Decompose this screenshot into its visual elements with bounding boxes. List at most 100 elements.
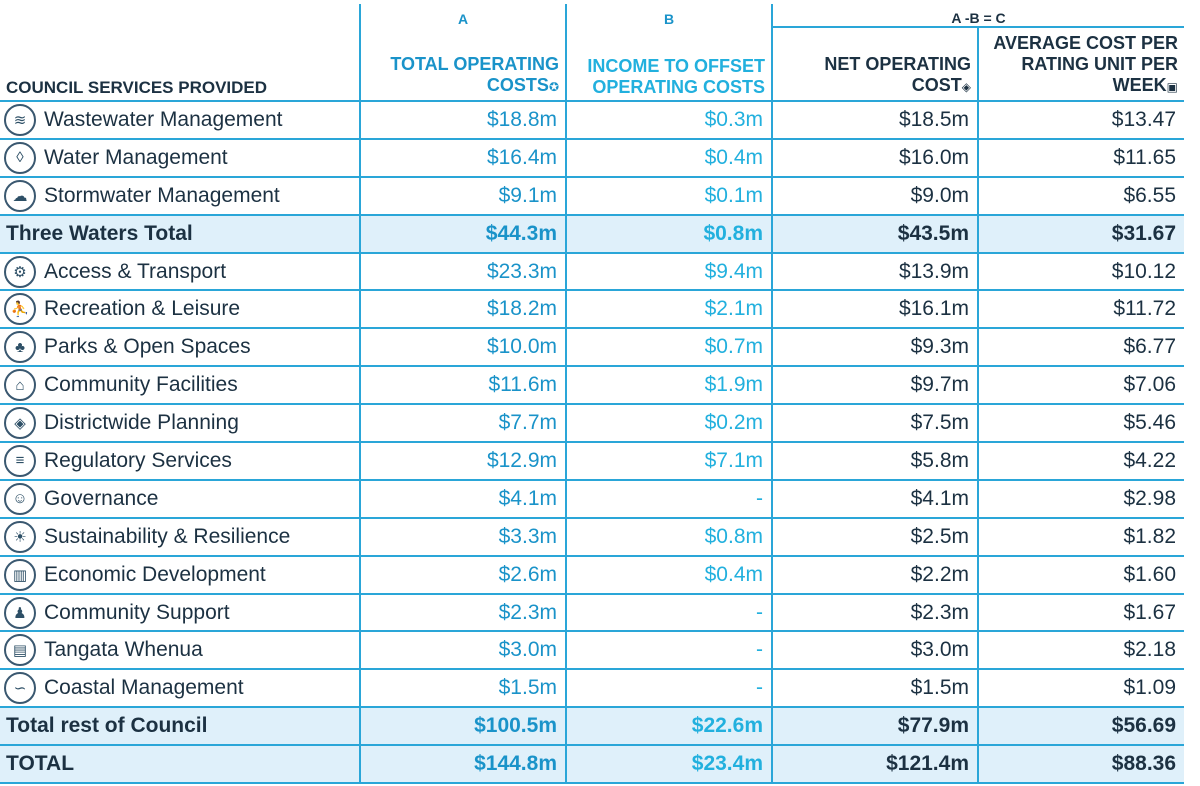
service-label: Economic Development xyxy=(44,562,266,586)
table-row: ◈ Districtwide Planning $7.7m $0.2m $7.5m $5.… xyxy=(0,403,1185,443)
average-cost-cell: $1.82 xyxy=(976,516,1185,556)
average-cost-cell: $5.46 xyxy=(976,403,1185,443)
income-offset-cell: $0.7m xyxy=(565,327,772,367)
service-label: Regulatory Services xyxy=(44,448,232,472)
income-offset-cell: $0.2m xyxy=(565,403,772,443)
service-name-cell: ⛹ Recreation & Leisure xyxy=(0,289,360,329)
service-label: Governance xyxy=(44,486,159,510)
table-row: ♟ Community Support $2.3m - $2.3m $1.67 xyxy=(0,592,1185,632)
income-offset-cell: $0.4m xyxy=(565,554,772,594)
net-operating-cell: $16.1m xyxy=(771,289,978,329)
header-net-operating: NET OPERATING COST◈ xyxy=(771,27,978,101)
net-operating-cell: $4.1m xyxy=(771,478,978,518)
service-name-cell: Total rest of Council xyxy=(0,706,360,746)
service-name-cell: ◊ Water Management xyxy=(0,137,360,177)
service-name-cell: ≡ Regulatory Services xyxy=(0,441,360,480)
service-label: Sustainability & Resilience xyxy=(44,524,291,548)
wastewater-icon: ≋ xyxy=(4,103,36,136)
income-offset-cell: $2.1m xyxy=(565,289,772,329)
service-name-cell: ♣ Parks & Open Spaces xyxy=(0,327,360,367)
total-operating-cell: $2.6m xyxy=(359,554,566,594)
income-offset-cell: $7.1m xyxy=(565,441,772,480)
recreation-icon: ⛹ xyxy=(4,293,36,326)
average-cost-cell: $88.36 xyxy=(976,744,1185,785)
average-cost-cell: $13.47 xyxy=(976,100,1185,139)
service-label: Parks & Open Spaces xyxy=(44,335,251,359)
service-label: Community Facilities xyxy=(44,373,238,397)
total-operating-cell: $4.1m xyxy=(359,478,566,518)
total-operating-cell: $10.0m xyxy=(359,327,566,367)
income-offset-cell: - xyxy=(565,478,772,518)
net-operating-cell: $18.5m xyxy=(771,100,978,139)
net-operating-cell: $13.9m xyxy=(771,251,978,291)
service-label: Tangata Whenua xyxy=(44,638,203,662)
average-cost-cell: $6.77 xyxy=(976,327,1185,367)
service-label: Coastal Management xyxy=(44,676,244,700)
net-operating-mark-icon: ◈ xyxy=(961,80,971,94)
total-operating-cell: $44.3m xyxy=(359,213,566,253)
column-letter-c: A -B = C xyxy=(770,4,1185,28)
total-operating-cell: $3.3m xyxy=(359,516,566,556)
table-row: ∽ Coastal Management $1.5m - $1.5m $1.09 xyxy=(0,668,1185,708)
table-row: ☁ Stormwater Management $9.1m $0.1m $9.0m $6.… xyxy=(0,175,1185,215)
average-cost-cell: $7.06 xyxy=(976,365,1185,405)
service-name-cell: ⌂ Community Facilities xyxy=(0,365,360,405)
table-row: ▥ Economic Development $2.6m $0.4m $2.2m $1.6… xyxy=(0,554,1185,594)
total-operating-cell: $3.0m xyxy=(359,630,566,670)
net-operating-cell: $7.5m xyxy=(771,403,978,443)
service-name-cell: ☺ Governance xyxy=(0,478,360,518)
wave-icon: ∽ xyxy=(4,672,36,705)
total-operating-cell: $9.1m xyxy=(359,175,566,215)
average-cost-cell: $10.12 xyxy=(976,251,1185,291)
building-icon: ⌂ xyxy=(4,369,36,402)
income-offset-cell: $0.1m xyxy=(565,175,772,215)
water-drop-icon: ◊ xyxy=(4,141,36,174)
total-operating-cell: $7.7m xyxy=(359,403,566,443)
service-label: Districtwide Planning xyxy=(44,411,239,435)
net-operating-cell: $2.5m xyxy=(771,516,978,556)
average-cost-cell: $4.22 xyxy=(976,441,1185,480)
service-name-cell: TOTAL xyxy=(0,744,360,785)
average-cost-cell: $1.60 xyxy=(976,554,1185,594)
income-offset-cell: - xyxy=(565,592,772,632)
average-cost-cell: $2.18 xyxy=(976,630,1185,670)
average-cost-cell: $11.72 xyxy=(976,289,1185,329)
column-letter-a: A xyxy=(359,4,566,27)
total-operating-mark-icon: ✪ xyxy=(548,80,559,94)
total-row: TOTAL $144.8m $23.4m $121.4m $88.36 xyxy=(0,744,1185,785)
table-row: ◊ Water Management $16.4m $0.4m $16.0m $11.65 xyxy=(0,137,1185,177)
income-offset-cell: $23.4m xyxy=(565,744,772,785)
total-row: Total rest of Council $100.5m $22.6m $77.9m… xyxy=(0,706,1185,746)
income-offset-cell: - xyxy=(565,630,772,670)
community-icon: ♟ xyxy=(4,596,36,629)
column-header-row: COUNCIL SERVICES PROVIDED TOTAL OPERATIN… xyxy=(0,27,1185,101)
sustainability-icon: ☀ xyxy=(4,520,36,553)
service-label: Community Support xyxy=(44,600,230,624)
income-offset-cell: $0.4m xyxy=(565,137,772,177)
net-operating-cell: $16.0m xyxy=(771,137,978,177)
service-name-cell: Three Waters Total xyxy=(0,213,360,253)
total-operating-cell: $1.5m xyxy=(359,668,566,708)
service-label: Water Management xyxy=(44,145,228,169)
net-operating-cell: $2.3m xyxy=(771,592,978,632)
service-name-cell: ☀ Sustainability & Resilience xyxy=(0,516,360,556)
table-row: ▤ Tangata Whenua $3.0m - $3.0m $2.18 xyxy=(0,630,1185,670)
header-services: COUNCIL SERVICES PROVIDED xyxy=(6,78,268,97)
service-label: Recreation & Leisure xyxy=(44,297,241,321)
council-services-cost-table: A B A -B = C COUNCIL SERVICES PROVIDED T… xyxy=(0,4,1185,785)
income-offset-cell: $1.9m xyxy=(565,365,772,405)
total-operating-cell: $16.4m xyxy=(359,137,566,177)
transport-icon: ⚙ xyxy=(4,255,36,288)
service-label: Stormwater Management xyxy=(44,183,280,207)
table-row: ⛹ Recreation & Leisure $18.2m $2.1m $16.1m $1… xyxy=(0,289,1185,329)
average-cost-cell: $1.67 xyxy=(976,592,1185,632)
document-icon: ≡ xyxy=(4,444,36,477)
net-operating-cell: $43.5m xyxy=(771,213,978,253)
total-operating-cell: $18.2m xyxy=(359,289,566,329)
column-letter-b: B xyxy=(565,4,772,27)
service-name-cell: ♟ Community Support xyxy=(0,592,360,632)
total-operating-cell: $144.8m xyxy=(359,744,566,785)
net-operating-cell: $3.0m xyxy=(771,630,978,670)
header-total-operating: TOTAL OPERATING COSTS✪ xyxy=(359,27,566,101)
service-label: Access & Transport xyxy=(44,259,227,283)
